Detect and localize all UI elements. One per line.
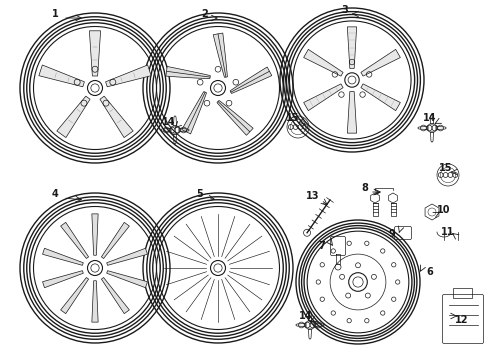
Polygon shape — [100, 96, 133, 138]
Polygon shape — [42, 271, 83, 288]
Text: 14: 14 — [162, 117, 175, 127]
Polygon shape — [346, 27, 356, 68]
Polygon shape — [303, 49, 343, 76]
Polygon shape — [106, 248, 147, 265]
Text: 10: 10 — [436, 205, 450, 215]
Polygon shape — [230, 67, 271, 94]
Polygon shape — [360, 49, 400, 76]
Polygon shape — [303, 84, 343, 111]
Text: 13: 13 — [305, 191, 319, 201]
Text: 15: 15 — [285, 113, 299, 123]
Polygon shape — [57, 96, 90, 138]
Text: 1: 1 — [52, 9, 58, 19]
Text: 6: 6 — [426, 267, 432, 277]
Polygon shape — [105, 65, 151, 87]
Polygon shape — [165, 67, 210, 78]
Polygon shape — [42, 248, 83, 265]
Text: 11: 11 — [440, 227, 454, 237]
Polygon shape — [217, 100, 253, 135]
Text: 14: 14 — [423, 113, 436, 123]
Text: 7: 7 — [318, 241, 325, 251]
Text: 2: 2 — [201, 9, 208, 19]
Text: 3: 3 — [341, 5, 347, 15]
Polygon shape — [101, 222, 129, 258]
Polygon shape — [61, 222, 88, 258]
Polygon shape — [182, 91, 206, 134]
Text: 14: 14 — [299, 311, 312, 321]
Text: 4: 4 — [52, 189, 58, 199]
Polygon shape — [92, 214, 98, 255]
Text: 8: 8 — [361, 183, 367, 193]
Polygon shape — [92, 281, 98, 322]
Polygon shape — [39, 65, 84, 87]
Polygon shape — [213, 33, 227, 77]
Text: 12: 12 — [454, 315, 468, 325]
Text: 5: 5 — [196, 189, 203, 199]
Polygon shape — [360, 84, 400, 111]
Polygon shape — [346, 91, 356, 133]
Text: 15: 15 — [438, 163, 452, 173]
Text: 9: 9 — [388, 229, 395, 239]
Polygon shape — [101, 278, 129, 314]
Polygon shape — [106, 271, 147, 288]
Polygon shape — [61, 278, 88, 314]
Polygon shape — [89, 31, 101, 76]
